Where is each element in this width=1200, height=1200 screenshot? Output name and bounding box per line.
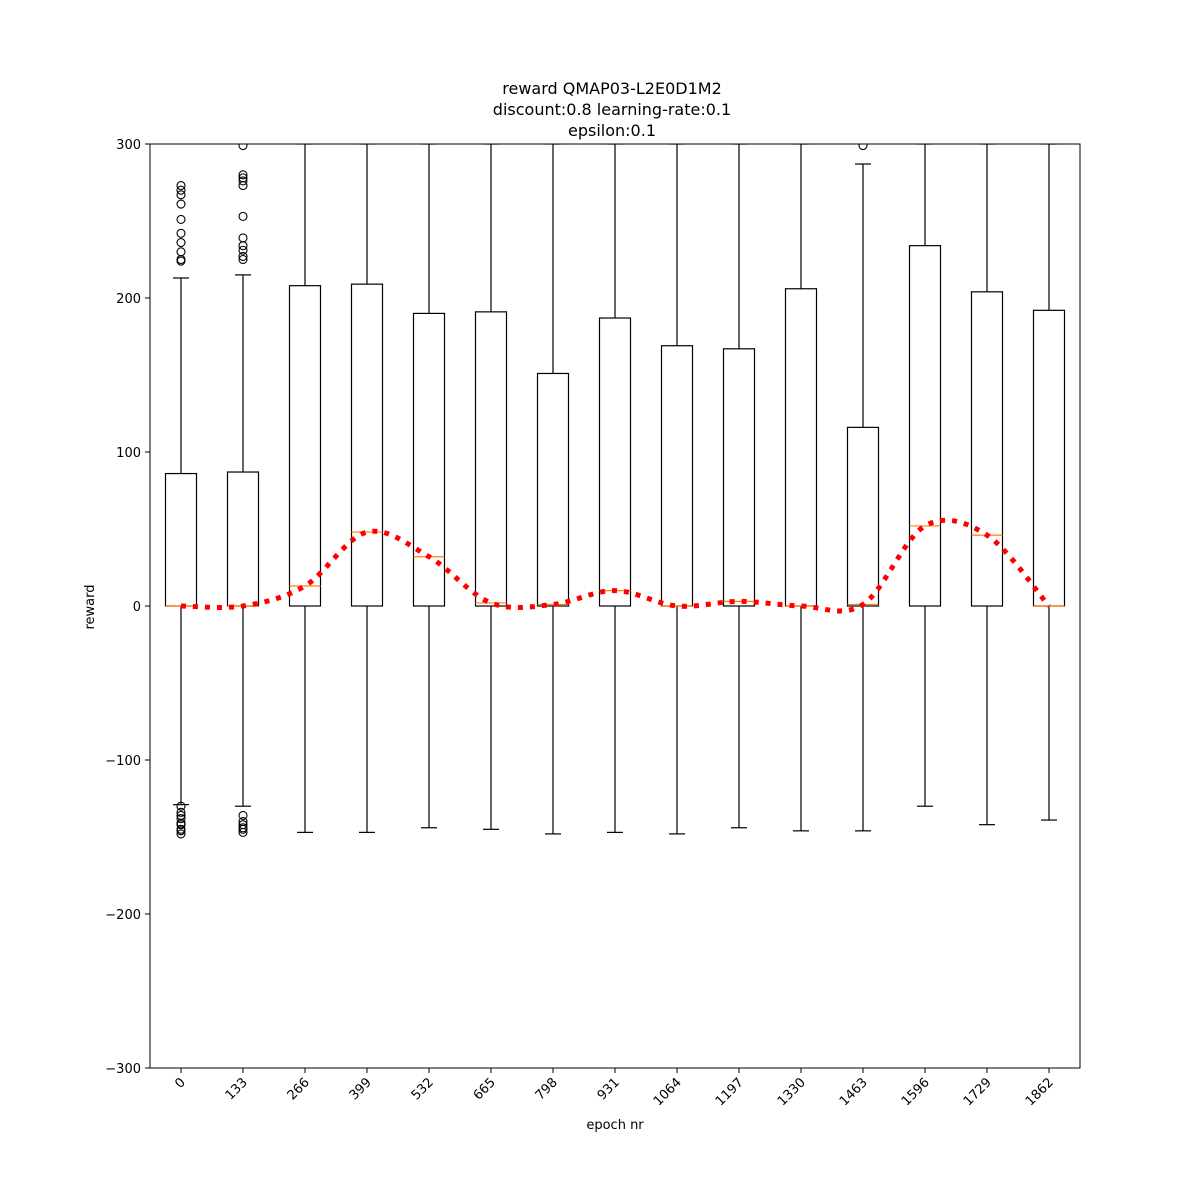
x-tick-label: 1463	[837, 1075, 871, 1109]
x-axis-label: epoch nr	[586, 1118, 644, 1133]
x-axis: 0 133 266 399 532 665 798 931 1064 1197 1330 1463 15…	[172, 1068, 1057, 1109]
outlier-point	[176, 826, 186, 836]
x-tick-label: 665	[471, 1075, 499, 1103]
plot-area: −300 −200 −100 0 100 200 300 0 133 266 399 532 665 79…	[105, 138, 1081, 1109]
x-tick-label: 0	[172, 1075, 188, 1091]
x-tick-label: 532	[409, 1075, 437, 1103]
outlier-point	[238, 170, 248, 180]
outlier-point	[176, 829, 186, 839]
outlier-point	[238, 173, 248, 183]
box-body	[226, 471, 260, 607]
box-body	[288, 285, 322, 607]
box-group	[226, 144, 260, 837]
outlier-point	[176, 813, 186, 824]
y-tick-label: 200	[116, 292, 141, 307]
outlier-point	[176, 199, 186, 209]
x-tick-label: 266	[285, 1075, 313, 1103]
box-group	[784, 144, 818, 832]
y-tick-label: 300	[116, 138, 141, 153]
box-body	[164, 472, 198, 607]
outlier-point	[176, 247, 186, 257]
box-body	[846, 426, 880, 607]
box-body	[412, 312, 446, 607]
outlier-point	[238, 827, 248, 837]
box-group	[722, 144, 756, 829]
box-group	[288, 144, 322, 833]
outlier-point	[238, 251, 248, 261]
outlier-point	[176, 190, 186, 200]
y-axis: −300 −200 −100 0 100 200 300	[105, 138, 150, 1077]
title-line-3: epsilon:0.1	[568, 121, 656, 140]
outlier-point	[238, 144, 248, 151]
title-line-2: discount:0.8 learning-rate:0.1	[493, 100, 731, 119]
box-body	[908, 245, 942, 607]
box-group	[536, 144, 570, 835]
x-tick-label: 133	[223, 1075, 251, 1103]
plot-marks	[164, 144, 1066, 839]
chart-title: reward QMAP03-L2E0D1M2 discount:0.8 lear…	[493, 79, 731, 140]
y-tick-label: −100	[105, 754, 141, 769]
box-group	[474, 144, 508, 830]
box-body	[536, 372, 570, 607]
y-tick-label: 0	[133, 600, 141, 615]
x-tick-label: 1330	[775, 1075, 809, 1109]
outlier-point	[238, 211, 248, 221]
box-group	[164, 181, 198, 839]
box-group	[412, 144, 446, 829]
box-body	[1032, 309, 1066, 607]
x-tick-label: 399	[347, 1075, 375, 1103]
x-tick-label: 1729	[961, 1075, 995, 1109]
box-body	[722, 348, 756, 607]
outlier-point	[238, 233, 248, 243]
outlier-point	[176, 807, 186, 817]
outlier-point	[238, 824, 248, 834]
outlier-point	[176, 228, 186, 238]
y-tick-label: 100	[116, 446, 141, 461]
outlier-point	[238, 181, 248, 191]
box-body	[784, 288, 818, 607]
x-tick-label: 1596	[899, 1075, 933, 1109]
title-line-1: reward QMAP03-L2E0D1M2	[502, 79, 722, 98]
outlier-point	[238, 254, 248, 265]
outlier-point	[858, 144, 868, 151]
y-tick-label: −300	[105, 1062, 141, 1077]
box-group	[970, 144, 1004, 826]
median-trend-line	[180, 517, 1051, 614]
outlier-point	[238, 245, 248, 255]
y-axis-label: reward	[83, 584, 98, 629]
outlier-point	[238, 810, 248, 820]
x-tick-label: 798	[533, 1075, 561, 1103]
x-tick-label: 1064	[651, 1075, 685, 1109]
box-body	[598, 317, 632, 607]
outlier-point	[176, 820, 186, 830]
box-group	[598, 144, 632, 833]
box-group	[350, 144, 384, 833]
outlier-point	[238, 176, 248, 186]
box-body	[970, 291, 1004, 607]
box-group	[1032, 144, 1066, 821]
box-group	[908, 144, 942, 807]
outlier-point	[176, 238, 186, 248]
x-tick-label: 1862	[1023, 1075, 1057, 1109]
box-group	[660, 144, 694, 835]
outlier-point	[176, 185, 186, 195]
y-tick-label: −200	[105, 908, 141, 923]
x-tick-label: 1197	[713, 1075, 747, 1109]
outlier-point	[176, 801, 186, 811]
x-tick-label: 931	[595, 1075, 623, 1103]
outlier-point	[176, 214, 186, 225]
box-body	[660, 345, 694, 607]
outlier-point	[238, 241, 248, 251]
box-group	[846, 144, 880, 832]
box-body	[474, 311, 508, 607]
outlier-point	[176, 181, 186, 191]
box-body	[350, 283, 384, 607]
